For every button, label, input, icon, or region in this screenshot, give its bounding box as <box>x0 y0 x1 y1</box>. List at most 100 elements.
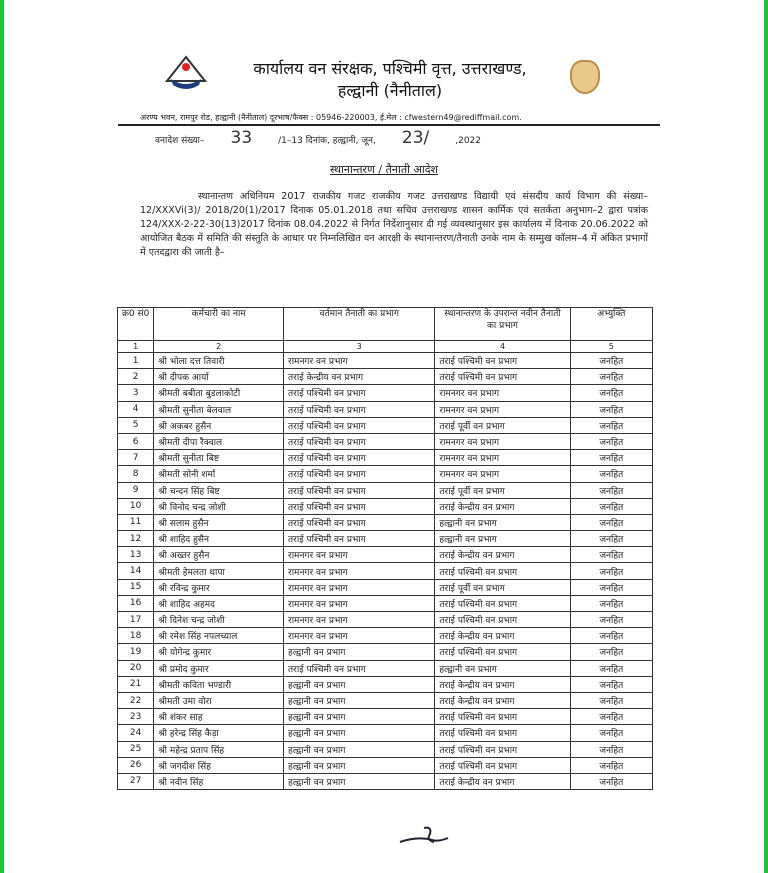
serial-cell: 24 <box>116 724 155 742</box>
current-division-cell: तराई पश्चिमी वन प्रभाग <box>283 384 436 402</box>
order-number: 33 <box>230 128 253 148</box>
serial-cell: 8 <box>116 465 155 483</box>
current-division-cell: हल्द्वानी वन प्रभाग <box>283 724 436 742</box>
serial-cell: 5 <box>116 416 155 434</box>
employee-name-cell: श्री शाहिद अहमद <box>153 594 285 613</box>
table-row: 9 श्री चन्दन सिंह बिष्ट तराई पश्चिमी वन प्… <box>116 481 654 499</box>
remark-cell: जनहित <box>569 530 654 548</box>
new-division-cell: तराई पश्चिमी वन प्रभाग <box>434 756 571 774</box>
current-division-cell: तराई पश्चिमी वन प्रभाग <box>283 513 436 532</box>
employee-name-cell: श्री सलाम हुसैन <box>153 513 285 532</box>
employee-name-cell: श्रीमती सुनीता बिष्ट <box>153 449 285 467</box>
table-row: 18 श्री रमेश सिंह नपलच्याल रामनगर वन प्रभा… <box>116 627 654 645</box>
new-division-cell: तराई पश्चिमी वन प्रभाग <box>434 724 571 742</box>
employee-name-cell: श्रीमती उमा वोरा <box>153 691 285 710</box>
current-division-cell: तराई पश्चिमी वन प्रभाग <box>283 432 436 451</box>
current-division-cell: रामनगर वन प्रभाग <box>283 562 436 580</box>
col-header: क्र0 सं0 <box>116 307 155 341</box>
employee-name-cell: श्रीमती बबीता बुडलाकोटी <box>153 384 285 402</box>
table-row: 19 श्री योगेन्द्र कुमार हल्द्वानी वन प्रभा… <box>116 643 654 661</box>
employee-name-cell: श्रीमती सोनी शर्मा <box>153 465 285 483</box>
new-division-cell: रामनगर वन प्रभाग <box>434 449 571 467</box>
table-row: 2 श्री दीपक आर्या तराई केन्द्रीय वन प्रभाग… <box>116 368 654 386</box>
employee-name-cell: श्री भोला दत्त तिवारी <box>153 351 285 370</box>
remark-cell: जनहित <box>569 659 654 677</box>
table-row: 20 श्री प्रमोद कुमार तराई पश्चिमी वन प्रभा… <box>116 659 654 677</box>
current-division-cell: तराई पश्चिमी वन प्रभाग <box>283 449 436 467</box>
serial-cell: 16 <box>116 594 155 613</box>
current-division-cell: रामनगर वन प्रभाग <box>283 351 436 370</box>
table-row: 16 श्री शाहिद अहमद रामनगर वन प्रभाग तराई पश… <box>116 594 654 613</box>
employee-name-cell: श्री अख्तर हुसैन <box>153 546 285 564</box>
current-division-cell: हल्द्वानी वन प्रभाग <box>283 772 436 791</box>
new-division-cell: तराई पश्चिमी वन प्रभाग <box>434 562 571 580</box>
remark-cell: जनहित <box>569 513 654 532</box>
col-header: कर्मचारी का नाम <box>153 307 285 341</box>
employee-name-cell: श्री दीपक आर्या <box>153 368 285 386</box>
remark-cell: जनहित <box>569 675 654 693</box>
current-division-cell: तराई केन्द्रीय वन प्रभाग <box>283 368 436 386</box>
employee-name-cell: श्री रमेश सिंह नपलच्याल <box>153 627 285 645</box>
employee-name-cell: श्री अकबर हुसैन <box>153 416 285 434</box>
serial-cell: 22 <box>116 691 155 710</box>
table-row: 27 श्री नवीन सिंह हल्द्वानी वन प्रभाग तराई … <box>116 772 654 791</box>
remark-cell: जनहित <box>569 643 654 661</box>
serial-cell: 25 <box>116 740 155 758</box>
order-year: ,2022 <box>455 136 481 146</box>
current-division-cell: तराई पश्चिमी वन प्रभाग <box>283 481 436 499</box>
employee-name-cell: श्री जगदीश सिंह <box>153 756 285 774</box>
col-number: 5 <box>569 340 654 353</box>
table-row: 12 श्री शाहिद हुसैन तराई पश्चिमी वन प्रभाग… <box>116 530 654 548</box>
serial-cell: 9 <box>116 481 155 499</box>
employee-name-cell: श्री महेन्द्र प्रताप सिंह <box>153 740 285 758</box>
current-division-cell: तराई पश्चिमी वन प्रभाग <box>283 530 436 548</box>
col-header: अभ्युक्ति <box>569 307 654 341</box>
remark-cell: जनहित <box>569 740 654 758</box>
current-division-cell: रामनगर वन प्रभाग <box>283 578 436 596</box>
employee-name-cell: श्रीमती दीपा रैक्वाल <box>153 432 285 451</box>
uttarakhand-emblem-icon <box>165 55 207 89</box>
table-row: 26 श्री जगदीश सिंह हल्द्वानी वन प्रभाग तराई… <box>116 756 654 774</box>
col-number: 4 <box>434 340 571 353</box>
column-number-row: 1 2 3 4 5 <box>116 340 654 353</box>
table-row: 21 श्रीमती कविता भण्डारी हल्द्वानी वन प्रभ… <box>116 675 654 693</box>
employee-name-cell: श्री हरेन्द्र सिंह कैड़ा <box>153 724 285 742</box>
order-day: 23/ <box>401 128 430 148</box>
remark-cell: जनहित <box>569 708 654 726</box>
new-division-cell: तराई केन्द्रीय वन प्रभाग <box>434 675 571 693</box>
remark-cell: जनहित <box>569 594 654 613</box>
new-division-cell: रामनगर वन प्रभाग <box>434 400 571 418</box>
table-row: 6 श्रीमती दीपा रैक्वाल तराई पश्चिमी वन प्र… <box>116 432 654 451</box>
new-division-cell: हल्द्वानी वन प्रभाग <box>434 659 571 677</box>
new-division-cell: तराई केन्द्रीय वन प्रभाग <box>434 497 571 515</box>
remark-cell: जनहित <box>569 497 654 515</box>
new-division-cell: तराई पश्चिमी वन प्रभाग <box>434 643 571 661</box>
table-row: 22 श्रीमती उमा वोरा हल्द्वानी वन प्रभाग तरा… <box>116 691 654 710</box>
new-division-cell: तराई पूर्वी वन प्रभाग <box>434 416 571 434</box>
serial-cell: 2 <box>116 368 155 386</box>
current-division-cell: हल्द्वानी वन प्रभाग <box>283 675 436 693</box>
new-division-cell: तराई केन्द्रीय वन प्रभाग <box>434 691 571 710</box>
table-row: 3 श्रीमती बबीता बुडलाकोटी तराई पश्चिमी वन … <box>116 384 654 402</box>
current-division-cell: हल्द्वानी वन प्रभाग <box>283 756 436 774</box>
remark-cell: जनहित <box>569 627 654 645</box>
title-line-1: कार्यालय वन संरक्षक, पश्चिमी वृत्त, उत्त… <box>253 59 527 78</box>
remark-cell: जनहित <box>569 691 654 710</box>
title-line-2: हल्द्वानी (नैनीताल) <box>337 81 443 100</box>
new-division-cell: तराई पश्चिमी वन प्रभाग <box>434 610 571 629</box>
remark-cell: जनहित <box>569 351 654 370</box>
subject-heading: स्थानान्तरण / तैनाती आदेश <box>329 163 439 176</box>
remark-cell: जनहित <box>569 384 654 402</box>
serial-cell: 10 <box>116 497 155 515</box>
table-row: 5 श्री अकबर हुसैन तराई पश्चिमी वन प्रभाग तर… <box>116 416 654 434</box>
remark-cell: जनहित <box>569 400 654 418</box>
employee-name-cell: श्री शंकर साह <box>153 708 285 726</box>
remark-cell: जनहित <box>569 416 654 434</box>
remark-cell: जनहित <box>569 610 654 629</box>
new-division-cell: तराई पश्चिमी वन प्रभाग <box>434 594 571 613</box>
employee-name-cell: श्री चन्दन सिंह बिष्ट <box>153 481 285 499</box>
current-division-cell: हल्द्वानी वन प्रभाग <box>283 643 436 661</box>
serial-cell: 17 <box>116 610 155 629</box>
serial-cell: 7 <box>116 449 155 467</box>
employee-name-cell: श्री रविन्द्र कुमार <box>153 578 285 596</box>
